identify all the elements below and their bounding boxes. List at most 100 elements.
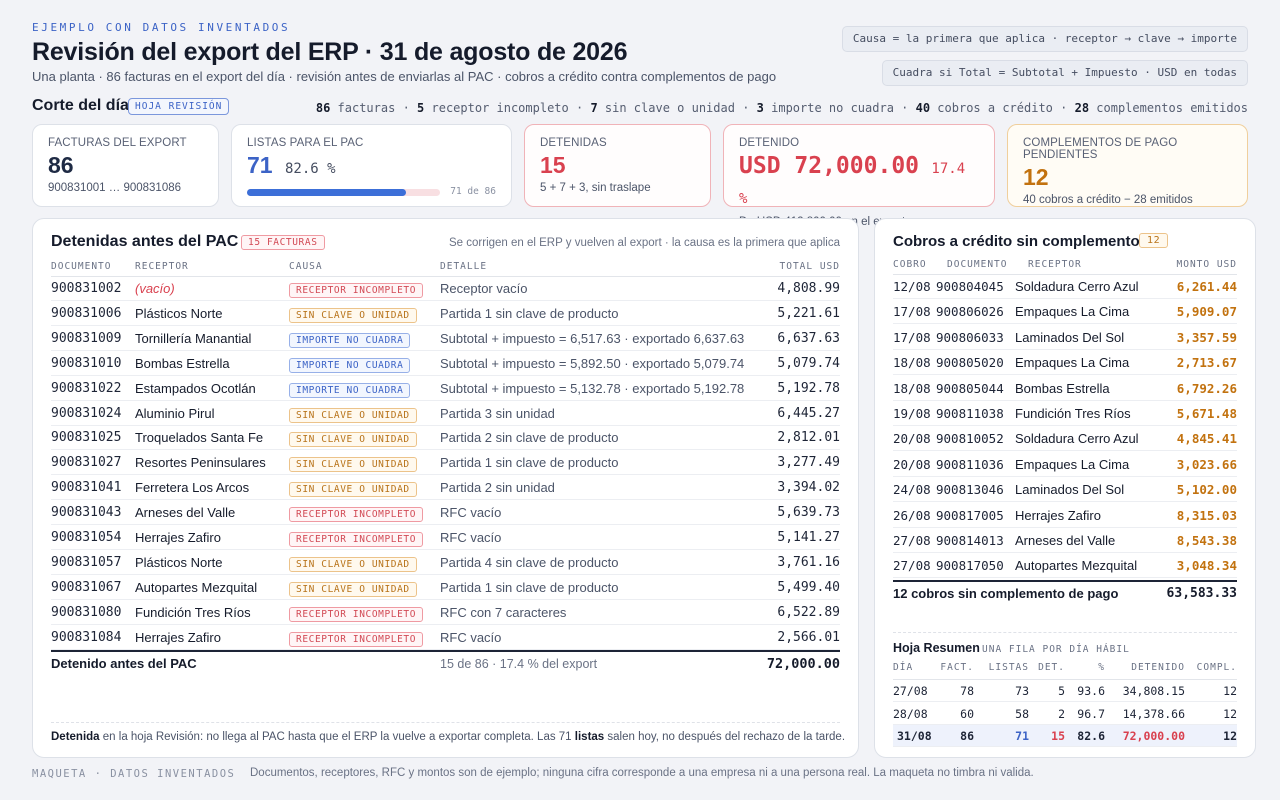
cause-badge: IMPORTE NO CUADRA bbox=[289, 357, 411, 373]
cell-detenido: 34,808.15 bbox=[1122, 684, 1185, 698]
cell-receptor: Empaques La Cima bbox=[1015, 456, 1130, 472]
cell-documento: 900806033 bbox=[936, 329, 1004, 345]
cobros-table: 12/08 900804045 Soldadura Cerro Azul 6,261.… bbox=[893, 274, 1237, 580]
card-note: Se corrigen en el ERP y vuelven al expor… bbox=[449, 237, 840, 249]
cell-compl: 12 bbox=[1223, 706, 1237, 721]
day-summary: 86 facturas · 5 receptor incompleto · 7 … bbox=[316, 101, 1248, 115]
rule-pill-causa: Causa = la primera que aplica · receptor… bbox=[841, 26, 1248, 52]
cell-receptor: Arneses del Valle bbox=[135, 505, 236, 521]
cell-documento: 900831024 bbox=[51, 405, 122, 421]
cell-listas: 58 bbox=[1015, 706, 1029, 721]
cell-detalle: Partida 4 sin clave de producto bbox=[440, 554, 619, 570]
summary-count: 86 bbox=[315, 101, 331, 115]
footnote-text: en la hoja Revisión: no llega al PAC has… bbox=[99, 731, 575, 743]
kpi-pct: 82.6 % bbox=[284, 161, 336, 177]
kpi-sub: 5 + 7 + 3, sin traslape bbox=[540, 182, 651, 194]
col-header-pct: % bbox=[1098, 662, 1105, 673]
cell-receptor: Tornillería Manantial bbox=[135, 330, 252, 346]
progress-fill bbox=[247, 189, 407, 196]
kpi-label: DETENIDO bbox=[739, 137, 800, 149]
table-row: 31/08 86 71 15 82.6 72,000.00 12 bbox=[893, 725, 1237, 747]
cell-detalle: RFC vacío bbox=[440, 530, 502, 545]
cell-documento: 900831006 bbox=[51, 305, 122, 321]
cell-dia: 31/08 bbox=[897, 729, 932, 743]
table-row: 27/08 900814013 Arneses del Valle 8,543.38 bbox=[893, 528, 1237, 553]
cell-dia: 28/08 bbox=[893, 706, 928, 721]
cell-documento: 900831057 bbox=[51, 554, 122, 570]
cell-receptor: Herrajes Zafiro bbox=[1015, 507, 1101, 523]
cell-fact: 78 bbox=[960, 684, 974, 698]
kpi-pct: 17.4 % bbox=[739, 161, 966, 207]
resumen-table: DÍA FACT. LISTAS DET.% DETENIDO COMPL. 27/08 78… bbox=[893, 662, 1237, 747]
col-header-receptor: RECEPTOR bbox=[135, 261, 189, 272]
cell-total: 5,192.78 bbox=[777, 380, 840, 396]
col-header-causa: CAUSA bbox=[289, 261, 323, 272]
footer-tag: MAQUETA · DATOS INVENTADOS bbox=[32, 768, 236, 780]
table-row: 900831084 Herrajes Zafiro RECEPTOR INCOMPL… bbox=[51, 625, 840, 650]
table-row: 20/08 900811036 Empaques La Cima 3,023.66 bbox=[893, 452, 1237, 477]
resumen-subtitle: UNA FILA POR DÍA HÁBIL bbox=[982, 644, 1130, 655]
table-row: 27/08 900817050 Autopartes Mezquital 3,048.… bbox=[893, 553, 1237, 579]
cell-total: 5,499.40 bbox=[777, 579, 840, 595]
count-badge: 15 FACTURAS bbox=[241, 235, 325, 250]
kpi-value: 71 bbox=[247, 152, 273, 178]
cell-documento: 900804045 bbox=[936, 279, 1004, 294]
table-row: 900831022 Estampados Ocotlán IMPORTE NO CU… bbox=[51, 376, 840, 401]
cell-det: 15 bbox=[1051, 729, 1065, 743]
table-row: 17/08 900806033 Laminados Del Sol 3,357.59 bbox=[893, 325, 1237, 350]
cell-receptor: Bombas Estrella bbox=[135, 355, 230, 371]
kpi-complementos: COMPLEMENTOS DE PAGO PENDIENTES 12 40 co… bbox=[1007, 124, 1248, 207]
kpi-label: DETENIDAS bbox=[540, 137, 607, 149]
summary-label: importe no cuadra bbox=[763, 101, 894, 115]
table-row: 900831067 Autopartes Mezquital SIN CLAVE O… bbox=[51, 575, 840, 600]
summary-count: 40 bbox=[915, 101, 931, 115]
kpi-label: LISTAS PARA EL PAC bbox=[247, 137, 364, 149]
cell-receptor: Autopartes Mezquital bbox=[1015, 558, 1138, 574]
cell-documento: 900831084 bbox=[51, 629, 122, 645]
table-row: 900831025 Troquelados Santa Fe SIN CLAVE O… bbox=[51, 425, 840, 451]
kpi-sub: 900831001 … 900831086 bbox=[48, 182, 182, 194]
card-footnote: Detenida en la hoja Revisión: no llega a… bbox=[51, 731, 845, 743]
cell-detenido: 72,000.00 bbox=[1122, 729, 1185, 743]
cause-badge: SIN CLAVE O UNIDAD bbox=[289, 482, 417, 498]
kpi-label: COMPLEMENTOS DE PAGO PENDIENTES bbox=[1023, 137, 1178, 161]
table-row: 12/08 900804045 Soldadura Cerro Azul 6,261.… bbox=[893, 274, 1237, 299]
cell-receptor: Fundición Tres Ríos bbox=[135, 604, 251, 620]
table-row: 900831024 Aluminio Pirul SIN CLAVE O UNIDA… bbox=[51, 401, 840, 426]
summary-separator: · bbox=[568, 101, 591, 115]
cell-detalle: Subtotal + impuesto = 6,517.63 · exporta… bbox=[440, 330, 745, 346]
col-header-total: TOTAL USD bbox=[779, 261, 840, 272]
count-badge: 12 bbox=[1139, 233, 1169, 248]
cell-pct: 93.6 bbox=[1077, 684, 1105, 698]
cause-badge: IMPORTE NO CUADRA bbox=[289, 332, 411, 348]
cell-documento: 900831067 bbox=[51, 579, 122, 595]
cell-det: 5 bbox=[1058, 684, 1065, 698]
cell-detalle: Partida 3 sin unidad bbox=[440, 405, 555, 421]
footnote-bold: Detenida bbox=[51, 731, 100, 743]
cell-fecha: 19/08 bbox=[893, 406, 931, 421]
col-header-listas: LISTAS bbox=[988, 662, 1029, 673]
table-row: 19/08 900811038 Fundición Tres Ríos 5,671.4… bbox=[893, 401, 1237, 426]
col-header-dia: DÍA bbox=[893, 662, 914, 673]
eyebrow: EJEMPLO CON DATOS INVENTADOS bbox=[32, 21, 291, 34]
detenidas-table: 900831002 (vacío) RECEPTOR INCOMPLETO Recep… bbox=[51, 276, 840, 651]
cell-receptor: Autopartes Mezquital bbox=[135, 579, 258, 595]
table-row: 20/08 900810052 Soldadura Cerro Azul 4,845.… bbox=[893, 426, 1237, 452]
summary-count: 7 bbox=[590, 101, 598, 115]
cell-receptor: Bombas Estrella bbox=[1015, 380, 1110, 396]
cell-documento: 900831009 bbox=[51, 330, 122, 346]
table-row: 900831006 Plásticos Norte SIN CLAVE O UNID… bbox=[51, 301, 840, 326]
cell-documento: 900831010 bbox=[51, 355, 122, 371]
cell-fecha: 27/08 bbox=[893, 533, 931, 548]
cell-fact: 60 bbox=[960, 706, 974, 721]
kpi-value: 12 bbox=[1023, 164, 1049, 190]
table-row: 18/08 900805020 Empaques La Cima 2,713.67 bbox=[893, 350, 1237, 376]
footer-text: Documentos, receptores, RFC y montos son… bbox=[250, 767, 1034, 779]
cell-fecha: 12/08 bbox=[893, 279, 931, 294]
kpi-listas: LISTAS PARA EL PAC 71 82.6 % 71 de 86 bbox=[231, 124, 512, 207]
cell-receptor: Estampados Ocotlán bbox=[135, 380, 256, 396]
cell-total: 3,394.02 bbox=[777, 480, 840, 496]
cell-monto: 3,048.34 bbox=[1176, 558, 1237, 574]
summary-separator: · bbox=[395, 101, 418, 115]
cell-total: 5,221.61 bbox=[777, 305, 840, 321]
